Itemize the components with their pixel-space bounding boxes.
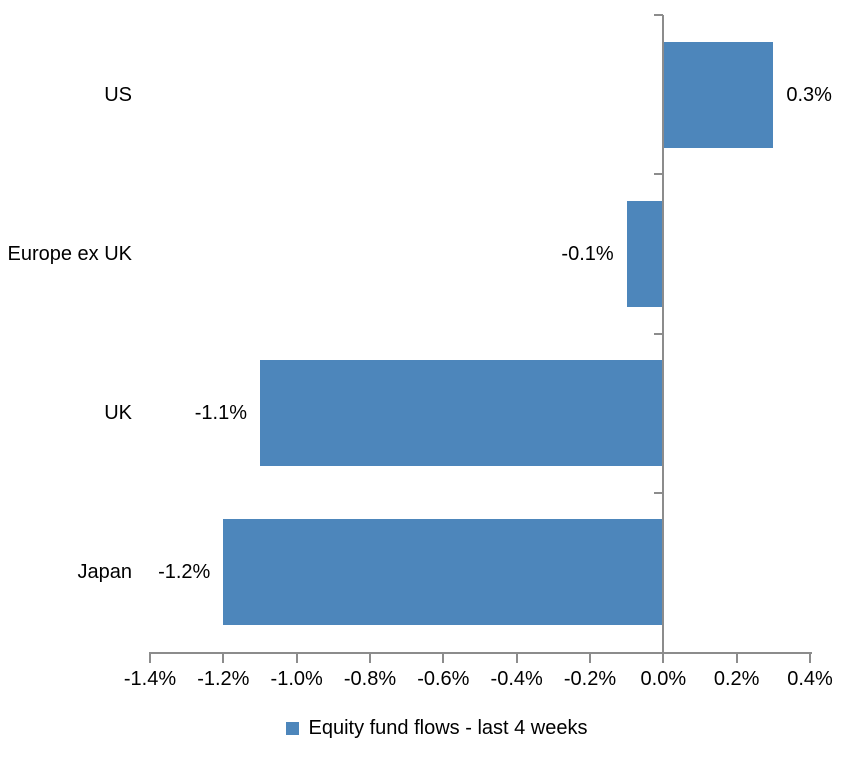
category-label-uk: UK [104,402,132,425]
x-axis-tick-label: 0.2% [713,668,760,690]
bar-japan [223,519,664,626]
legend-swatch-icon [286,721,300,735]
bar-uk [260,360,664,467]
category-label-japan: Japan [77,561,133,584]
category-axis-tick [654,332,664,335]
x-axis-tick [809,652,811,663]
x-axis-tick [515,652,518,663]
x-axis-tick-label: -0.6% [417,668,470,690]
zero-axis-line [662,15,665,663]
x-axis-line [150,652,812,654]
category-axis-tick [654,14,664,16]
x-axis-tick-label: -0.8% [343,668,397,690]
x-axis-tick-label: 0.0% [640,668,687,690]
x-axis-tick [735,652,738,663]
category-label-europe-ex-uk: Europe ex UK [7,242,132,265]
x-axis-tick [295,652,298,663]
legend: Equity fund flows - last 4 weeks [0,716,852,740]
value-label-japan: -1.2% [158,561,211,584]
x-axis-tick [149,652,151,663]
bar-europe-ex-uk [626,200,664,307]
x-axis-tick-label: -0.2% [563,668,617,690]
x-axis-tick-label: -0.4% [490,668,543,690]
category-axis-tick [654,491,664,494]
value-label-europe-ex-uk: -0.1% [561,242,614,265]
x-axis-tick-label: -1.4% [123,668,177,690]
x-axis-tick-label: -1.0% [270,668,323,690]
x-axis-tick-label: 0.4% [787,668,833,690]
x-axis-tick [369,652,371,663]
x-axis-tick [589,652,591,663]
x-axis-tick [222,652,225,663]
x-axis-tick-label: -1.2% [197,668,250,690]
category-label-us: US [104,83,132,106]
bar-us [663,41,774,148]
legend-label: Equity fund flows - last 4 weeks [308,717,588,739]
x-axis-tick [442,652,445,663]
category-axis-tick [654,173,664,176]
value-label-uk: -1.1% [194,402,247,425]
value-label-us: 0.3% [786,83,832,106]
